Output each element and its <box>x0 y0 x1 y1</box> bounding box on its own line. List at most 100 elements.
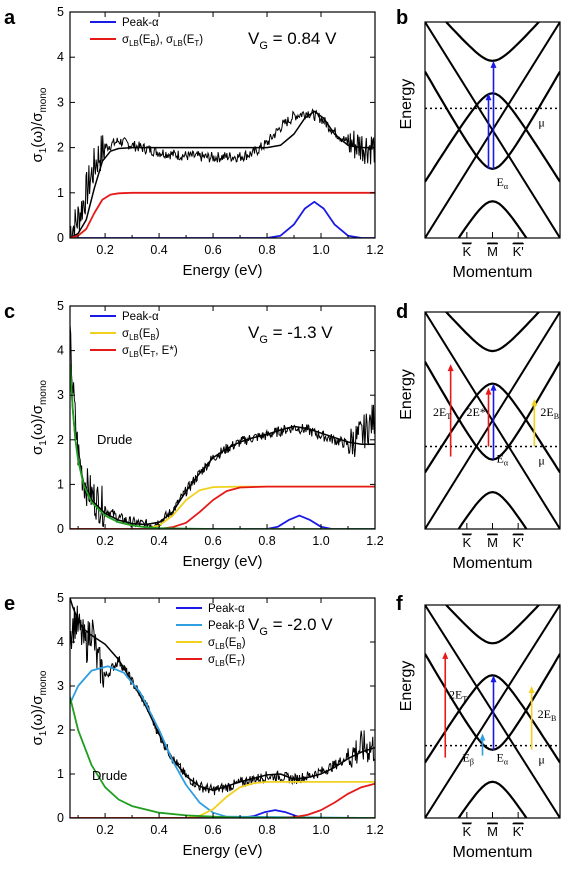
k-label: K' <box>513 244 524 259</box>
legend-entry: σLB(ET, E*) <box>122 345 178 359</box>
energy-axis-label: Energy <box>398 79 415 130</box>
momentum-axis-label: Momentum <box>452 264 532 281</box>
transition-arrow-alpha-head <box>490 675 497 683</box>
x-tick-label: 1.0 <box>312 534 329 548</box>
y-axis-label: σ1(ω)/σmono <box>29 87 49 162</box>
y-tick-label: 2 <box>57 433 64 447</box>
mu-label: μ <box>538 115 544 129</box>
x-tick-label: 0.8 <box>258 243 275 257</box>
y-tick-label: 4 <box>57 635 64 649</box>
x-tick-label: 0.8 <box>258 534 275 548</box>
plot-frame <box>69 11 376 239</box>
x-tick-label: 0.6 <box>204 823 221 837</box>
panel-letter-c: c <box>4 301 15 323</box>
series--LB-ET-E--line <box>70 485 375 529</box>
x-tick-label: 0.2 <box>96 534 113 548</box>
y-tick-label: 0 <box>57 231 64 245</box>
x-axis-label: Energy (eV) <box>182 842 262 859</box>
x-tick-label: 1.0 <box>312 243 329 257</box>
x-tick-label: 0.2 <box>96 243 113 257</box>
k-label: K <box>463 535 472 550</box>
y-tick-label: 0 <box>57 522 64 536</box>
series-data-line <box>70 605 375 796</box>
transition-arrow-eb-head <box>528 685 535 693</box>
panel-letter-a: a <box>4 7 16 29</box>
legend-entry: Peak-α <box>208 603 245 615</box>
lower-conduction-band <box>425 653 560 751</box>
series-data-line <box>70 108 375 238</box>
y-tick-label: 1 <box>57 477 64 491</box>
x-tick-label: 0.4 <box>150 823 167 837</box>
y-tick-label: 5 <box>57 5 64 19</box>
drude-label: Drude <box>92 768 127 783</box>
momentum-axis-label: Momentum <box>452 844 532 861</box>
upper-conduction-band <box>444 312 541 353</box>
e-alpha-label: Eα <box>497 751 509 767</box>
two-eb-label: 2EB <box>538 707 557 723</box>
x-tick-label: 1.2 <box>366 243 383 257</box>
y-tick-label: 0 <box>57 811 64 825</box>
series-data-line <box>70 325 375 529</box>
transition-arrow-et-head <box>447 364 454 372</box>
band-diagram-d: μ Eα 2ET 2E* 2EB K M K' Momentum Energy <box>398 311 561 572</box>
upper-conduction-band <box>444 605 541 645</box>
x-tick-label: 1.0 <box>312 823 329 837</box>
x-tick-label: 1.2 <box>366 534 383 548</box>
band-line <box>425 312 560 529</box>
legend-entry: Peak-α <box>122 311 159 323</box>
x-tick-label: 0.4 <box>150 534 167 548</box>
band-line <box>425 605 560 818</box>
e-beta-label: Eβ <box>463 751 474 767</box>
k-label: K <box>463 244 472 259</box>
series--LB-EB--line <box>70 781 375 818</box>
k-label: K' <box>513 535 524 550</box>
x-tick-label: 0.2 <box>96 823 113 837</box>
upper-conduction-band <box>444 22 541 63</box>
k-label: M <box>487 244 498 259</box>
x-tick-label: 0.6 <box>204 243 221 257</box>
transition-arrow-head <box>485 93 492 101</box>
chart-panel-e: 0.2 0.4 0.6 0.8 1.0 1.2 0 1 2 3 4 5 Energy (eV) σ1(ω)… <box>29 591 384 859</box>
y-tick-label: 1 <box>57 767 64 781</box>
plot-frame <box>69 305 376 530</box>
plot-frame <box>69 597 376 819</box>
transition-arrow-et-head <box>442 651 449 659</box>
plot-area <box>70 325 375 529</box>
energy-axis-label: Energy <box>398 369 415 420</box>
k-label: M <box>487 824 498 839</box>
series-fit-line <box>70 598 375 792</box>
bands <box>425 605 560 818</box>
y-axis-label: σ1(ω)/σmono <box>29 380 49 455</box>
legend-entry: σLB(EB), σLB(ET) <box>122 34 203 48</box>
band-diagram-f: μ Eα 2ET 2EB Eβ K M K' Momentum Energy <box>398 604 561 861</box>
spectra-charts: 0.2 0.4 0.6 0.8 1.0 1.2 0 1 2 3 4 5 Energy (eV) σ1(ω)… <box>29 5 384 859</box>
lower-valence-band <box>457 490 528 529</box>
mu-label: μ <box>538 753 544 767</box>
series-Peak--line <box>70 200 375 238</box>
transition-arrow-head <box>490 60 497 68</box>
k-label: K' <box>513 824 524 839</box>
lower-valence-band <box>457 780 528 818</box>
legend-entry: Peak-α <box>122 17 159 29</box>
mu-label: μ <box>538 454 544 468</box>
panel-letter-d: d <box>396 301 408 323</box>
bands <box>425 22 560 238</box>
y-tick-label: 3 <box>57 679 64 693</box>
series--LB-EB-LB-ET--line <box>70 191 375 238</box>
y-axis-label: σ1(ω)/σmono <box>29 670 49 745</box>
transition-arrow-alpha-head <box>490 383 497 391</box>
bands <box>425 312 560 529</box>
e-alpha-label: Eα <box>497 452 509 468</box>
k-label: M <box>487 535 498 550</box>
two-et-label: 2ET <box>433 405 451 421</box>
series-fit-line <box>70 110 375 238</box>
x-tick-label: 0.6 <box>204 534 221 548</box>
two-eb-label: 2EB <box>540 405 559 421</box>
y-tick-label: 2 <box>57 723 64 737</box>
band-line <box>425 22 560 238</box>
panel-letter-b: b <box>396 7 408 29</box>
gate-voltage-label: VG = 0.84 V <box>248 29 337 52</box>
lower-conduction-band <box>425 361 560 461</box>
